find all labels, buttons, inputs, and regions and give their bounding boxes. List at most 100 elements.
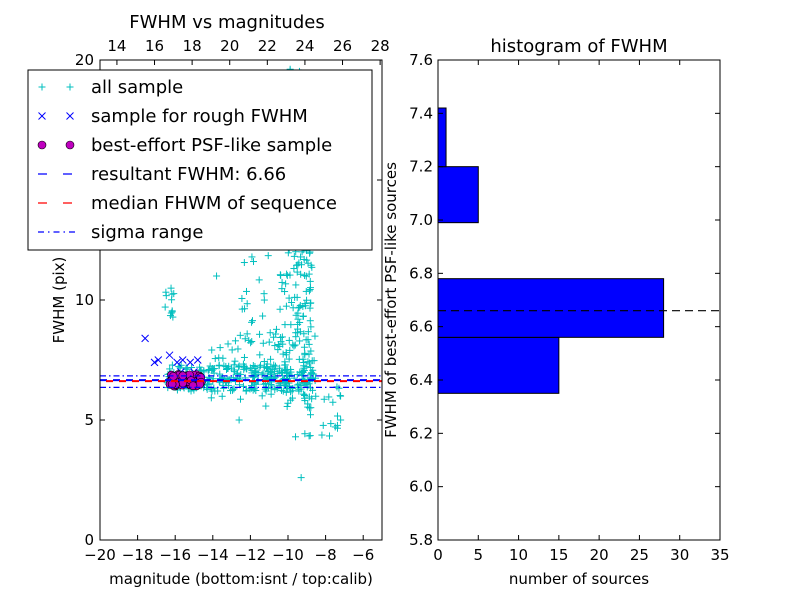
y-tick-label: 20 <box>75 51 94 69</box>
all-sample-point <box>275 367 283 375</box>
x-tick-label: 30 <box>670 546 689 564</box>
x-tick-label: 5 <box>474 546 484 564</box>
all-sample-point <box>296 337 304 345</box>
all-sample-point <box>228 346 236 354</box>
all-sample-point <box>260 290 268 298</box>
all-sample-point <box>266 329 274 337</box>
all-sample-point <box>211 387 219 395</box>
all-sample-point <box>292 433 300 441</box>
all-sample-point <box>300 255 308 263</box>
all-sample-point <box>220 384 228 392</box>
all-sample-point <box>206 362 214 370</box>
all-sample-point <box>231 337 239 345</box>
all-sample-point <box>301 391 309 399</box>
y-tick-label: 6.0 <box>409 478 433 496</box>
all-sample-point <box>264 252 272 260</box>
all-sample-point <box>305 287 313 295</box>
all-sample-point <box>287 321 295 329</box>
all-sample-point <box>287 368 295 376</box>
all-sample-point <box>325 393 333 401</box>
top-x-tick-label: 26 <box>333 37 352 55</box>
all-sample-point <box>267 355 275 363</box>
x-tick-label: 0 <box>433 546 443 564</box>
all-sample-point <box>216 344 224 352</box>
all-sample-point <box>307 347 315 355</box>
cross-b <box>178 356 187 364</box>
all-sample-point <box>283 271 291 279</box>
all-sample-point <box>243 330 251 338</box>
all-sample-point <box>240 259 248 267</box>
cross-b <box>150 358 159 367</box>
legend-label: all sample <box>91 77 183 98</box>
all-sample-point <box>242 387 250 395</box>
rough-sample-point <box>38 112 46 120</box>
rough-sample-point <box>193 356 202 364</box>
all-sample-point <box>243 300 251 308</box>
all-sample-point <box>304 328 312 336</box>
y-tick-label: 6.2 <box>409 424 433 442</box>
all-sample-point <box>335 384 343 392</box>
all-sample-point <box>234 345 242 353</box>
all-sample-point <box>274 346 282 354</box>
all-sample-point <box>290 342 298 350</box>
all-sample-point <box>241 335 249 343</box>
rough-sample-point <box>150 358 159 367</box>
rough-sample-point <box>178 356 187 364</box>
legend-circle <box>37 140 47 150</box>
all-sample-point <box>248 366 256 374</box>
all-sample-point <box>228 386 236 394</box>
all-sample-point <box>239 382 247 390</box>
all-sample-point <box>282 388 290 396</box>
all-sample-point <box>273 385 281 393</box>
all-sample-point <box>318 431 326 439</box>
all-sample-point <box>336 392 344 400</box>
all-sample-point <box>288 387 296 395</box>
all-sample-point <box>257 361 265 369</box>
all-sample-point <box>66 83 74 91</box>
all-sample-point <box>308 263 316 271</box>
legend-entry: all sample <box>38 77 183 98</box>
histogram-title: histogram of FWHM <box>490 36 667 57</box>
all-sample-point <box>279 387 287 395</box>
all-sample-point <box>263 360 271 368</box>
all-sample-point <box>306 277 314 285</box>
all-sample-point <box>329 398 337 406</box>
all-sample-point <box>304 336 312 344</box>
all-sample-point <box>310 357 318 365</box>
cross-b <box>193 356 202 364</box>
top-x-tick-label: 22 <box>258 37 277 55</box>
all-sample-point <box>251 363 259 371</box>
top-x-tick-label: 20 <box>220 37 239 55</box>
all-sample-point <box>240 353 248 361</box>
all-sample-point <box>285 294 293 302</box>
cross-b <box>66 112 74 120</box>
rough-sample-point <box>186 358 195 367</box>
all-sample-point <box>222 378 230 386</box>
histogram-x-ticks: 0 5 10 15 20 25 30 35 <box>433 60 730 564</box>
all-sample-point <box>284 249 292 257</box>
legend-frame <box>27 69 373 251</box>
all-sample-point <box>302 287 310 295</box>
all-sample-point <box>213 272 221 280</box>
x-tick-label: −8 <box>315 546 337 564</box>
y-tick-label: 6.4 <box>409 371 433 389</box>
x-tick-label: −16 <box>159 546 191 564</box>
legend-label: sigma range <box>91 222 203 243</box>
all-sample-point <box>262 402 270 410</box>
all-sample-point <box>268 373 276 381</box>
all-sample-point <box>307 364 315 372</box>
all-sample-point <box>305 404 313 412</box>
histogram-bars <box>437 107 665 394</box>
all-sample-point <box>307 284 315 292</box>
all-sample-point <box>301 430 309 438</box>
all-sample-point <box>292 281 300 289</box>
all-sample-point <box>167 284 175 292</box>
all-sample-point <box>264 368 272 376</box>
all-sample-point <box>282 280 290 288</box>
all-sample-point <box>206 375 214 383</box>
x-tick-label: −18 <box>122 546 154 564</box>
all-sample-point <box>283 270 291 278</box>
all-sample-point <box>283 385 291 393</box>
all-sample-point <box>289 341 297 349</box>
